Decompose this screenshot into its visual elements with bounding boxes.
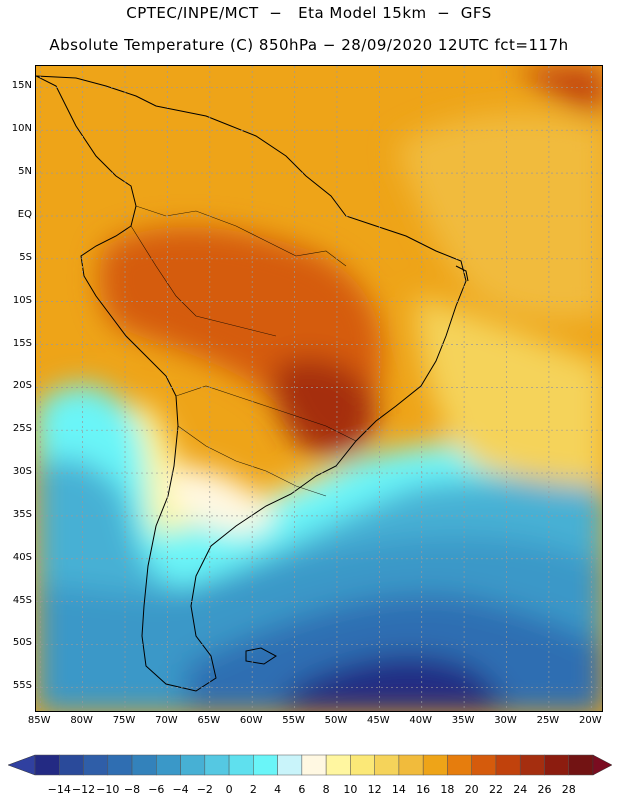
colorbar-tick-label: 2 <box>249 783 257 796</box>
lon-label: 55W <box>282 715 305 726</box>
lat-label: 50S <box>12 637 32 649</box>
field-blue <box>186 594 602 711</box>
lon-label: 60W <box>239 715 263 726</box>
lat-label: 5N <box>18 166 32 178</box>
colorbar-swatch <box>568 754 594 776</box>
lat-label: EQ <box>17 208 32 220</box>
colorbar <box>7 754 613 776</box>
colorbar-swatch <box>471 754 497 776</box>
map-title-line2: Absolute Temperature (C) 850hPa − 28/09/… <box>49 36 569 54</box>
colorbar-swatch <box>301 754 327 776</box>
country-borders <box>130 205 357 497</box>
colorbar-swatch <box>422 754 448 776</box>
lat-label: 40S <box>12 551 32 563</box>
colorbar-swatch <box>156 754 181 776</box>
colorbar-tick-label: 8 <box>322 783 330 796</box>
field-hot-core <box>273 358 377 459</box>
colorbar-tick-label: −10 <box>96 783 120 796</box>
colorbar-tick-label: −2 <box>196 783 213 796</box>
lon-label: 75W <box>112 715 136 726</box>
border-south <box>177 425 327 497</box>
lat-label: 25S <box>12 423 32 435</box>
lat-label: 15N <box>11 80 32 92</box>
falklands-outline <box>245 647 277 665</box>
colorbar-swatches <box>7 754 613 776</box>
temperature-field <box>36 66 602 711</box>
colorbar-tick-label: 20 <box>464 783 479 796</box>
colorbar-tick-label: −6 <box>148 783 165 796</box>
colorbar-swatch <box>59 754 84 776</box>
colorbar-tick-label: 14 <box>391 783 406 796</box>
colorbar-swatch <box>253 754 278 776</box>
colorbar-tick-label: 18 <box>440 783 455 796</box>
lat-label: 10S <box>12 294 32 306</box>
field-dark-blue <box>277 655 506 711</box>
colorbar-tick-label: 28 <box>561 783 576 796</box>
lon-label: 30W <box>494 715 517 726</box>
colorbar-swatch <box>350 754 375 776</box>
colorbar-swatch <box>495 754 521 776</box>
colorbar-swatch <box>83 754 109 776</box>
colorbar-tick-label: −14 <box>47 783 71 796</box>
colorbar-swatch <box>34 754 60 776</box>
colorbar-swatch <box>325 754 351 776</box>
lat-label: 20S <box>12 380 32 392</box>
lon-label: 65W <box>197 715 221 726</box>
field-hot-northeast <box>516 66 602 116</box>
colorbar-swatch <box>228 754 254 776</box>
lon-label: 40W <box>409 715 433 726</box>
lat-label: 10N <box>11 123 32 135</box>
colorbar-tick-label: −8 <box>123 783 141 796</box>
map-title-line1: CPTEC/INPE/MCT − Eta Model 15km − GFS <box>126 4 492 22</box>
lon-label: 35W <box>451 715 475 726</box>
colorbar-tick-label: 10 <box>343 783 358 796</box>
colorbar-tick-label: 26 <box>537 783 552 796</box>
colorbar-tick-label: 6 <box>298 783 306 796</box>
lon-label: 20W <box>578 715 602 726</box>
colorbar-swatch <box>107 754 133 776</box>
colorbar-tick-label: 4 <box>274 783 282 796</box>
brazil-hump <box>455 265 469 282</box>
colorbar-under-arrow <box>7 754 36 776</box>
lon-label: 25W <box>536 715 560 726</box>
colorbar-swatch <box>447 754 472 776</box>
lat-label: 45S <box>12 594 32 606</box>
lon-label: 85W <box>27 715 51 726</box>
colorbar-over-arrow <box>592 754 613 776</box>
colorbar-tick-label: 12 <box>367 783 382 796</box>
colorbar-swatch <box>519 754 545 776</box>
lat-label: 35S <box>12 508 32 520</box>
colorbar-tick-label: 22 <box>488 783 503 796</box>
colorbar-swatch <box>398 754 424 776</box>
lon-label: 70W <box>155 715 178 726</box>
colorbar-swatch <box>544 754 569 776</box>
colorbar-swatch <box>204 754 230 776</box>
lat-label: 15S <box>12 337 32 349</box>
lat-label: 5S <box>19 251 32 263</box>
lat-label: 55S <box>12 680 32 692</box>
lat-label: 30S <box>12 466 32 478</box>
lon-label: 50W <box>324 715 348 726</box>
temperature-map <box>36 66 602 711</box>
field-pale-patch <box>169 466 276 535</box>
border-andean <box>130 225 277 337</box>
colorbar-tick-label: 0 <box>225 783 233 796</box>
field-yellow-east <box>416 296 602 486</box>
lon-label: 45W <box>367 715 390 726</box>
lon-label: 80W <box>70 715 93 726</box>
colorbar-tick-label: 24 <box>513 783 528 796</box>
map-frame <box>35 65 603 712</box>
border-north <box>135 205 347 267</box>
field-yellow-north <box>396 112 602 320</box>
colorbar-swatch <box>180 754 206 776</box>
colorbar-swatch <box>374 754 400 776</box>
colorbar-swatch <box>131 754 157 776</box>
border-central <box>175 385 357 442</box>
colorbar-swatch <box>277 754 303 776</box>
colorbar-tick-label: −4 <box>172 783 189 796</box>
colorbar-tick-label: −12 <box>71 783 96 796</box>
colorbar-tick-label: 16 <box>416 783 431 796</box>
